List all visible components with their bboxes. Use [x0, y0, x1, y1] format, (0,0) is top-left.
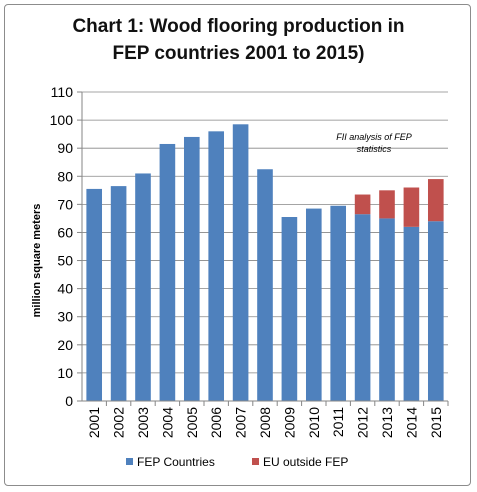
x-tick-label: 2006: [208, 407, 224, 438]
bar-fep-countries: [232, 124, 249, 402]
legend-label-eu-outside-fep: EU outside FEP: [263, 455, 348, 469]
annotation-line-2: statistics: [357, 144, 392, 154]
bars: [86, 124, 444, 402]
x-tick-label: 2002: [111, 407, 127, 438]
x-tick-label: 2014: [403, 407, 419, 438]
chart-title: Chart 1: Wood flooring production in FEP…: [0, 13, 477, 67]
bar-fep-countries: [208, 131, 225, 401]
legend-swatch-fep-countries: [126, 458, 133, 465]
bar-fep-countries: [330, 205, 347, 401]
y-tick-label: 10: [57, 365, 73, 381]
bar-eu-outside-fep: [403, 187, 420, 227]
x-tick-label: 2001: [86, 407, 102, 438]
x-tick-label: 2003: [135, 407, 151, 438]
y-tick-label: 20: [57, 337, 73, 353]
bar-fep-countries: [257, 169, 273, 401]
x-axis-ticks: 2001 2002 2003 2004 2005 2006 2007 2008 2009 2010…: [86, 401, 449, 438]
x-tick-label: 2007: [233, 407, 249, 438]
bar-fep-countries: [110, 186, 127, 401]
y-tick-label: 50: [57, 253, 73, 269]
annotation-line-1: FII analysis of FEP: [336, 132, 412, 142]
y-tick-label: 30: [57, 309, 73, 325]
y-tick-label: 80: [57, 168, 73, 184]
bar-fep-countries: [427, 221, 444, 401]
bar-fep-countries: [183, 136, 200, 402]
y-tick-label: 0: [65, 393, 73, 409]
y-tick-label: 70: [57, 196, 73, 212]
y-tick-label: 90: [57, 140, 73, 156]
x-tick-label: 2008: [257, 407, 273, 438]
x-tick-label: 2009: [281, 407, 297, 438]
x-tick-label: 2012: [355, 407, 371, 438]
x-tick-label: 2004: [159, 407, 175, 438]
bar-fep-countries: [354, 214, 371, 401]
x-tick-label: 2010: [306, 407, 322, 438]
bar-fep-countries: [379, 218, 395, 401]
bar-fep-countries: [86, 188, 103, 401]
bar-eu-outside-fep: [427, 179, 444, 222]
y-axis-ticks: 0 10 20 30 40 50 60 70 80 90 100 110: [50, 84, 82, 409]
bar-fep-countries: [159, 143, 176, 401]
chart-title-line-2: FEP countries 2001 to 2015): [112, 43, 365, 64]
bar-fep-countries: [135, 173, 151, 401]
bar-eu-outside-fep: [379, 190, 395, 219]
x-tick-label: 2015: [428, 407, 444, 438]
y-tick-label: 100: [50, 112, 74, 128]
bar-fep-countries: [281, 217, 298, 401]
x-tick-label: 2013: [379, 407, 395, 438]
x-tick-label: 2005: [184, 407, 200, 438]
chart-title-line-1: Chart 1: Wood flooring production in: [72, 16, 405, 37]
legend-swatch-eu-outside-fep: [252, 458, 259, 465]
legend: FEP Countries EU outside FEP: [126, 455, 348, 469]
bar-fep-countries: [305, 208, 322, 401]
y-axis-label: million square meters: [31, 204, 43, 318]
bar-eu-outside-fep: [354, 194, 371, 215]
bar-fep-countries: [403, 226, 420, 401]
y-tick-label: 110: [51, 84, 74, 100]
y-tick-label: 40: [57, 281, 73, 297]
y-tick-label: 60: [57, 224, 73, 240]
legend-label-fep-countries: FEP Countries: [137, 455, 215, 469]
x-tick-label: 2011: [330, 407, 346, 437]
